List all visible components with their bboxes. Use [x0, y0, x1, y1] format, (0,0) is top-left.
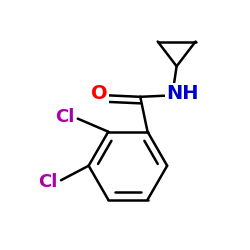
Text: Cl: Cl [38, 173, 58, 191]
Text: O: O [91, 84, 108, 103]
Text: NH: NH [166, 84, 199, 103]
Text: Cl: Cl [55, 108, 74, 126]
